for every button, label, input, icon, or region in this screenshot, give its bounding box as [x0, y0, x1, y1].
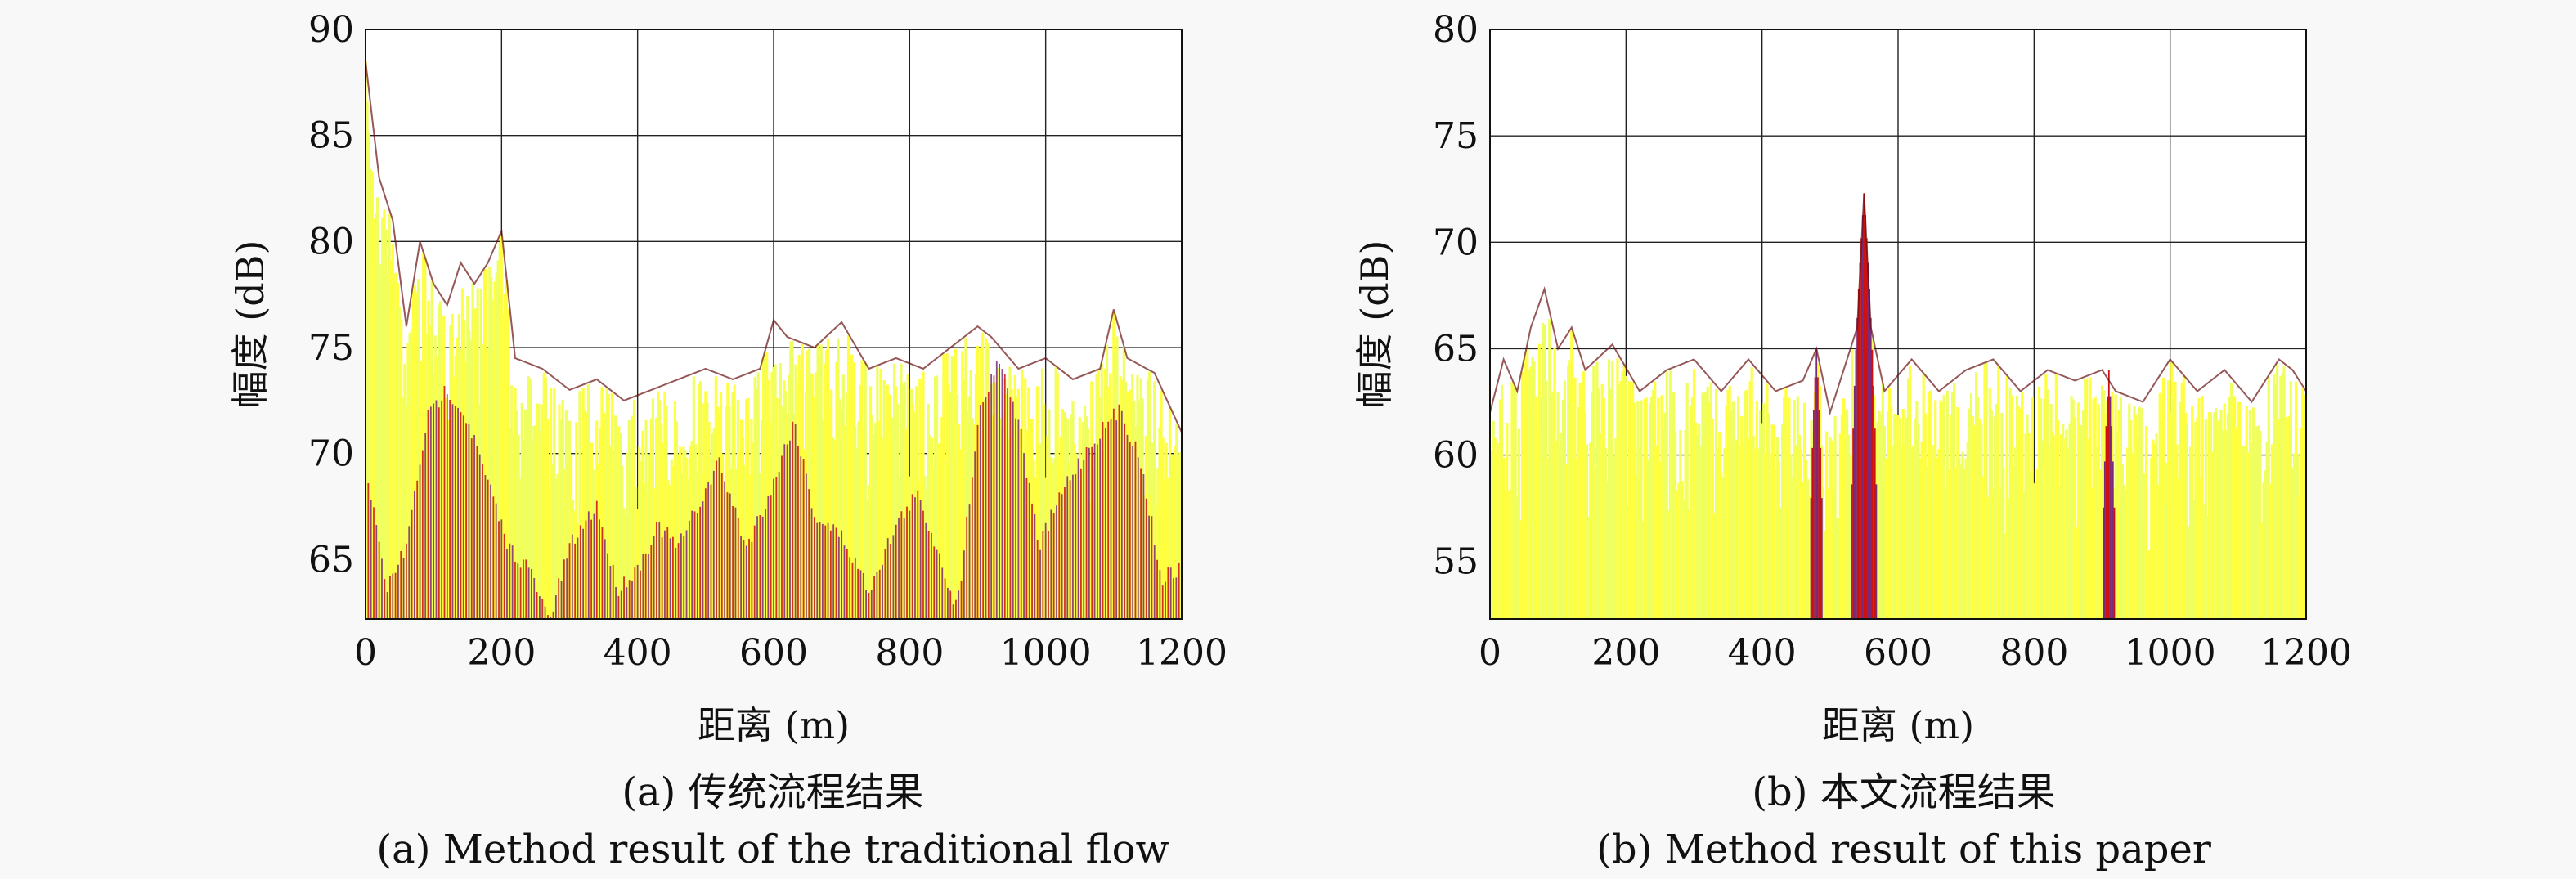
y-tick-label: 75	[1433, 115, 1479, 157]
x-tick-label: 800	[1999, 632, 2068, 674]
x-tick-label: 400	[1728, 632, 1797, 674]
x-tick-label: 1200	[2260, 632, 2352, 674]
x-tick-label: 0	[1479, 632, 1501, 674]
x-axis-label: 距离 (m)	[698, 703, 850, 747]
x-tick-label: 600	[1864, 632, 1932, 674]
y-tick-label: 70	[1433, 222, 1479, 263]
y-tick-label: 85	[308, 115, 354, 157]
y-axis-label: 幅度 (dB)	[1353, 240, 1397, 409]
y-tick-label: 75	[308, 327, 354, 369]
series-red	[366, 361, 1182, 619]
y-tick-label: 60	[1433, 435, 1479, 477]
y-tick-label: 65	[308, 539, 354, 581]
envelope-line	[366, 61, 1182, 433]
x-tick-label: 600	[739, 632, 808, 674]
y-tick-label: 80	[1433, 9, 1479, 51]
x-tick-label: 1000	[2125, 632, 2216, 674]
x-tick-label: 400	[604, 632, 672, 674]
series-group	[1490, 193, 2306, 619]
panel-b: 0 200 400 600 800 1000 1200 55 60 65 70 75 80 距离 (m) 幅…	[1353, 9, 2352, 747]
series-red	[1810, 193, 2116, 619]
y-tick-label: 90	[308, 9, 354, 51]
caption-a-cn: (a) 传统流程结果	[622, 769, 923, 815]
panel-a: 0 200 400 600 800 1000 1200 65 70 75 80 85 90 距离 (m) 幅…	[228, 9, 1227, 747]
x-tick-label: 1000	[1000, 632, 1092, 674]
y-tick-label: 80	[308, 221, 354, 262]
plot-frame	[365, 29, 1183, 620]
x-tick-label: 1200	[1136, 632, 1227, 674]
y-tick-label: 65	[1433, 328, 1479, 370]
caption-b-en: (b) Method result of this paper	[1596, 827, 2211, 872]
envelope-line	[1490, 193, 2306, 416]
x-tick-label: 200	[1591, 632, 1660, 674]
y-axis-label: 幅度 (dB)	[228, 240, 272, 409]
series-group	[366, 61, 1182, 619]
x-axis-label: 距离 (m)	[1822, 703, 1974, 747]
caption-a-en: (a) Method result of the traditional flo…	[376, 827, 1169, 872]
x-tick-label: 200	[467, 632, 536, 674]
x-tick-label: 800	[875, 632, 944, 674]
x-tick-label: 0	[354, 632, 377, 674]
caption-b-cn: (b) 本文流程结果	[1752, 769, 2055, 815]
y-tick-label: 55	[1433, 541, 1479, 583]
plot-frame	[1489, 29, 2307, 620]
y-tick-label: 70	[308, 433, 354, 475]
